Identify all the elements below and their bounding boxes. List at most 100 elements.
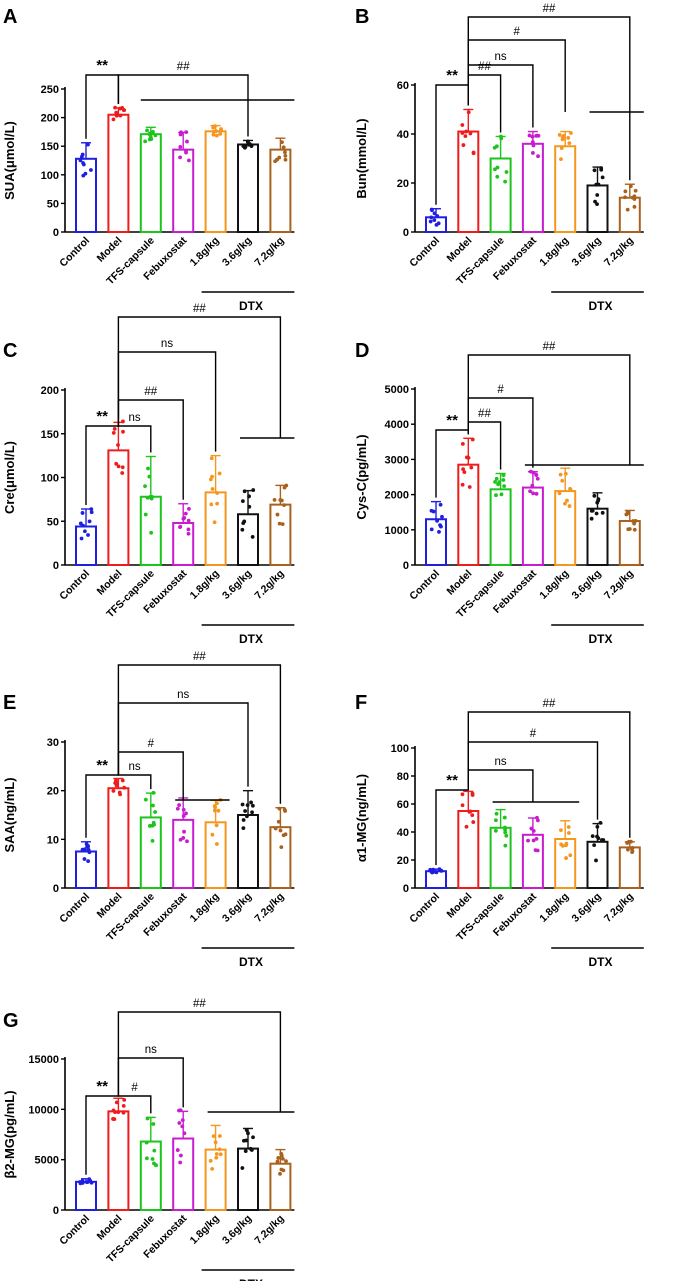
bar-7-2g-kg (269, 503, 292, 566)
data-point (283, 153, 288, 158)
significance-label: ## (478, 61, 491, 73)
data-point (214, 1155, 219, 1160)
data-point (145, 1116, 150, 1121)
data-point (463, 134, 468, 139)
data-point (282, 485, 287, 490)
y-tick-label: 40 (397, 827, 409, 839)
y-tick-label: 250 (41, 84, 59, 96)
data-point (87, 850, 92, 855)
data-point (147, 474, 152, 479)
data-point (494, 493, 498, 498)
data-point (466, 110, 471, 115)
data-point (210, 487, 215, 491)
data-point (566, 136, 571, 140)
y-tick-label: 150 (41, 141, 59, 153)
data-point (435, 518, 439, 523)
significance-bracket (117, 418, 152, 453)
data-point (560, 478, 565, 483)
data-point (462, 470, 467, 475)
data-point (250, 803, 255, 808)
dtx-group-label: DTX (589, 955, 613, 969)
data-point (89, 507, 94, 512)
x-tick-label: 1.8g/kg (188, 891, 222, 925)
data-point (146, 466, 150, 471)
data-point (535, 815, 539, 820)
bar-febuxostat (172, 148, 195, 233)
bar-model (107, 1110, 130, 1212)
significance-label: ** (96, 408, 108, 425)
data-point (78, 158, 83, 163)
data-point (528, 489, 532, 494)
y-axis-title: β2-MG(pg/mL) (2, 1090, 17, 1178)
data-point (84, 842, 89, 846)
y-tick-label: 150 (41, 429, 59, 441)
data-point (501, 478, 506, 482)
bar-tfs-capsule (139, 495, 162, 566)
data-point (464, 129, 469, 134)
data-point (460, 482, 465, 487)
bar-3-6g-kg (237, 513, 259, 566)
y-tick-label: 20 (397, 178, 409, 190)
data-point (560, 137, 565, 142)
significance-bracket (467, 769, 534, 802)
data-point (89, 1180, 94, 1185)
data-point (499, 136, 504, 141)
data-point (117, 790, 122, 795)
data-point (428, 867, 433, 872)
data-point (143, 139, 148, 144)
data-point (460, 442, 465, 446)
data-point (114, 1100, 119, 1105)
bar-1-8g-kg (204, 821, 227, 889)
x-tick-label: Model (95, 891, 125, 921)
data-point (218, 1152, 223, 1157)
bar-model (457, 810, 480, 889)
data-point (628, 184, 633, 189)
significance-label: ** (446, 412, 458, 429)
data-point (217, 1134, 222, 1138)
y-tick-label: 60 (397, 80, 409, 92)
data-point (247, 494, 251, 499)
data-point (118, 106, 123, 111)
data-point (567, 504, 572, 508)
bar-3-6g-kg (586, 840, 609, 889)
data-point (564, 856, 568, 860)
data-point (244, 1128, 249, 1133)
data-point (568, 486, 572, 491)
data-point (633, 518, 638, 523)
data-point (89, 510, 94, 515)
x-tick-label: Control (407, 568, 442, 603)
data-point (280, 1156, 285, 1161)
data-point (630, 195, 635, 200)
data-point (210, 474, 214, 479)
significance-bracket (467, 354, 631, 465)
data-point (534, 836, 539, 841)
data-point (529, 826, 534, 831)
significance-label: # (514, 26, 521, 38)
data-point (429, 508, 434, 513)
y-tick-label: 3000 (385, 454, 409, 466)
data-point (494, 476, 499, 481)
data-point (503, 825, 507, 830)
data-point (564, 841, 569, 846)
panel-label: G (3, 1010, 19, 1032)
data-point (279, 498, 284, 503)
data-point (471, 820, 476, 824)
data-point (175, 1148, 180, 1152)
y-tick-label: 100 (41, 473, 59, 485)
data-point (436, 221, 441, 226)
data-point (215, 491, 220, 495)
data-point (460, 123, 465, 127)
y-tick-label: 4000 (385, 419, 409, 431)
data-point (528, 469, 533, 474)
data-point (283, 809, 287, 813)
data-point (531, 838, 536, 843)
data-point (210, 832, 215, 837)
data-point (187, 507, 191, 511)
data-point (596, 498, 600, 503)
data-point (86, 859, 91, 864)
data-point (276, 819, 281, 824)
bar-control (75, 157, 97, 233)
data-point (531, 143, 536, 148)
data-point (569, 131, 573, 135)
